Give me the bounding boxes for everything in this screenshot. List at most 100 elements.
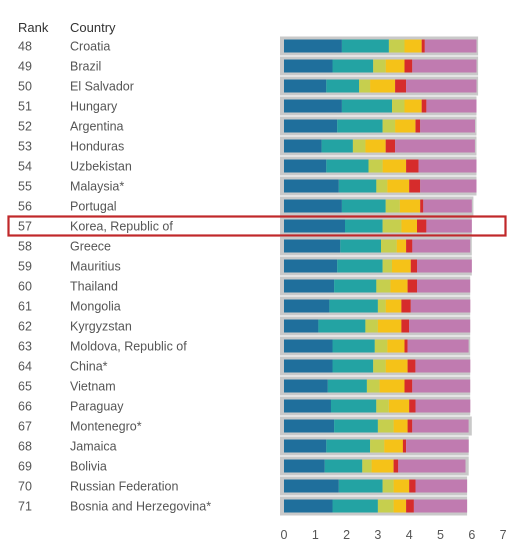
country-label: Greece (70, 240, 111, 254)
bar-segment (376, 279, 391, 293)
bar-segment (420, 119, 475, 133)
bar-segment (407, 419, 413, 433)
rank-label: 51 (18, 100, 32, 114)
country-label: Argentina (70, 120, 124, 134)
country-column-header: Country (70, 20, 116, 35)
bar-segment (424, 39, 477, 53)
bar-segment (407, 339, 469, 353)
bar-segment (398, 459, 466, 473)
bar-segment (401, 299, 411, 313)
bar-segment (326, 159, 369, 173)
bar-segment (406, 239, 413, 253)
bar-segment (377, 299, 386, 313)
bar-segment (415, 399, 471, 413)
bar-segment (338, 479, 383, 493)
rank-label: 71 (18, 500, 32, 514)
bar-segment (387, 339, 405, 353)
bar-segment (341, 99, 392, 113)
bar-segment (402, 439, 406, 453)
rank-label: 61 (18, 300, 32, 314)
bar-segment (388, 399, 410, 413)
x-tick-label: 4 (406, 528, 413, 542)
rank-label: 70 (18, 480, 32, 494)
bar-segment (284, 219, 345, 233)
bar-segment (359, 79, 371, 93)
bar-segment (370, 79, 396, 93)
bar-segment (321, 139, 353, 153)
bar-segment (338, 179, 377, 193)
bar-segment (382, 219, 402, 233)
bar-segment (284, 359, 333, 373)
bar-segment (352, 139, 366, 153)
bar-segment (412, 379, 471, 393)
bar-segment (385, 59, 405, 73)
bar-segment (284, 39, 342, 53)
rank-label: 53 (18, 140, 32, 154)
bar-segment (406, 79, 477, 93)
country-label: Hungary (70, 100, 118, 114)
bar-segment (284, 459, 325, 473)
bar-segment (284, 299, 330, 313)
country-label: Mauritius (70, 260, 121, 274)
bar-segment (332, 359, 374, 373)
bar-segment (374, 339, 388, 353)
bar-segment (337, 259, 383, 273)
bar-segment (284, 259, 338, 273)
bar-segment (327, 379, 367, 393)
bar-segment (406, 439, 469, 453)
bar-segment (284, 159, 327, 173)
bar-segment (334, 419, 378, 433)
bar-segment (345, 219, 383, 233)
bar-segment (395, 139, 475, 153)
bar-segment (384, 439, 403, 453)
rank-label: 67 (18, 420, 32, 434)
bar-segment (412, 59, 477, 73)
bar-segment (413, 499, 468, 513)
bar-segment (417, 259, 472, 273)
bar-segment (421, 99, 427, 113)
country-label: China* (70, 360, 108, 374)
bar-segment (332, 499, 378, 513)
bar-segment (326, 79, 360, 93)
bar-segment (426, 219, 472, 233)
rank-label: 48 (18, 40, 32, 54)
bar-segment (396, 239, 407, 253)
bar-segment (407, 359, 416, 373)
x-tick-label: 2 (343, 528, 350, 542)
country-label: Croatia (70, 40, 110, 54)
rank-label: 57 (18, 220, 32, 234)
rank-column-header: Rank (18, 20, 49, 35)
x-tick-label: 3 (374, 528, 381, 542)
bar-segment (326, 439, 371, 453)
bar-segment (376, 399, 389, 413)
bar-segment (284, 179, 339, 193)
bar-segment (390, 279, 408, 293)
bar-segment (412, 419, 469, 433)
x-tick-label: 5 (437, 528, 444, 542)
rank-label: 54 (18, 160, 32, 174)
bar-segment (415, 479, 468, 493)
bar-segment (368, 159, 383, 173)
bar-segment (284, 399, 331, 413)
bar-segment (382, 119, 396, 133)
x-tick-label: 0 (281, 528, 288, 542)
bar-segment (376, 179, 388, 193)
bar-segment (377, 499, 394, 513)
bar-segment (334, 279, 377, 293)
bar-segment (409, 399, 416, 413)
bar-segment (409, 479, 416, 493)
bar-segment (401, 219, 418, 233)
bar-segment (365, 319, 378, 333)
bar-segment (385, 299, 402, 313)
country-label: Bolivia (70, 460, 107, 474)
rank-label: 50 (18, 80, 32, 94)
bar-segment (373, 359, 386, 373)
rank-label: 49 (18, 60, 32, 74)
bar-segment (377, 419, 394, 433)
rank-label: 52 (18, 120, 32, 134)
rank-label: 55 (18, 180, 32, 194)
bar-segment (393, 459, 399, 473)
country-label: Korea, Republic of (70, 220, 173, 234)
bar-segment (404, 99, 422, 113)
bar-segment (340, 239, 381, 253)
